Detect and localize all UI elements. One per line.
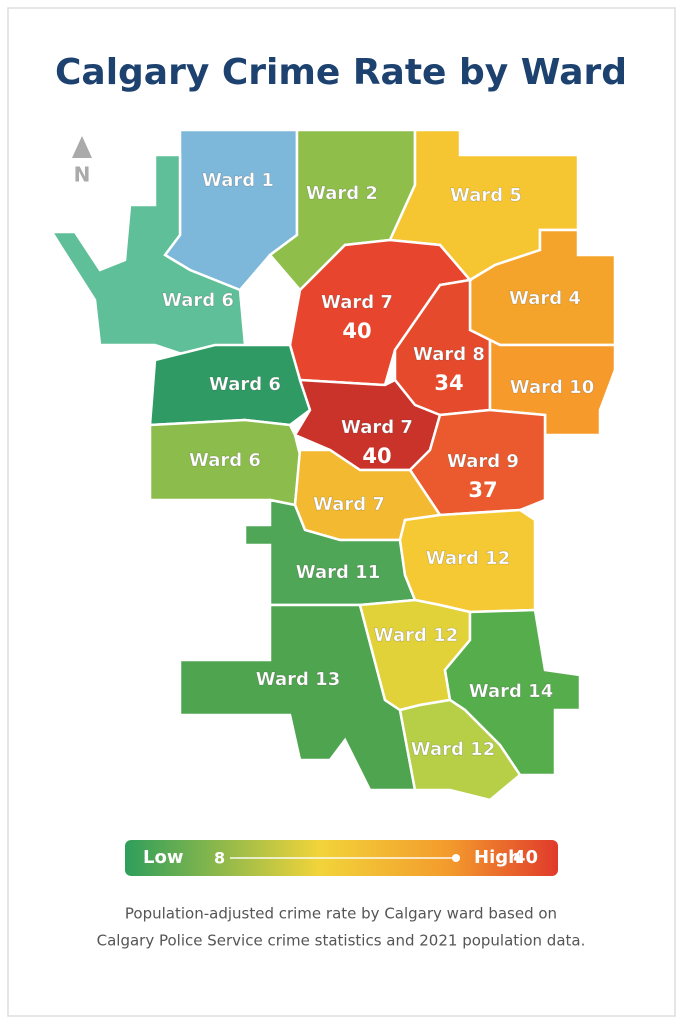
- ward-label: Ward 5: [450, 185, 522, 206]
- ward-label: Ward 6: [162, 290, 234, 311]
- ward-label: Ward 12: [426, 548, 510, 569]
- compass-arrow: [72, 136, 92, 158]
- ward-label: Ward 13: [256, 669, 340, 690]
- ward-value: 40: [342, 319, 371, 343]
- ward-label: Ward 7: [313, 494, 385, 515]
- ward-region: [488, 337, 617, 437]
- ward-value: 34: [434, 371, 463, 395]
- ward-label: Ward 10: [510, 377, 594, 398]
- ward-region: [49, 153, 247, 367]
- ward-label: Ward 11: [296, 562, 380, 583]
- ward-label: Ward 4: [509, 288, 581, 309]
- legend-min: 8: [214, 849, 225, 868]
- ward-region: [398, 698, 522, 802]
- ward-label: Ward 9: [447, 451, 519, 472]
- ward-region: [443, 608, 582, 777]
- ward-label: Ward 6: [189, 450, 261, 471]
- ward-value: 40: [362, 444, 391, 468]
- caption-line: Calgary Police Service crime statistics …: [97, 932, 586, 950]
- ward-label: Ward 7: [341, 417, 413, 438]
- ward-label: Ward 12: [411, 739, 495, 760]
- ward-label: Ward 7: [321, 292, 393, 313]
- caption-line: Population-adjusted crime rate by Calgar…: [125, 905, 557, 923]
- compass-label: N: [74, 163, 91, 187]
- ward-label: Ward 12: [374, 625, 458, 646]
- legend-low: Low: [143, 847, 183, 868]
- ward-label: Ward 2: [306, 183, 378, 204]
- title: Calgary Crime Rate by Ward: [55, 52, 627, 93]
- ward-label: Ward 1: [202, 170, 274, 191]
- ward-value: 37: [468, 478, 497, 502]
- legend-high: High: [474, 847, 521, 868]
- ward-label: Ward 8: [413, 344, 485, 365]
- legend-max: 40: [513, 847, 538, 868]
- ward-label: Ward 6: [209, 374, 281, 395]
- ward-label: Ward 14: [469, 681, 553, 702]
- legend-marker: [452, 854, 460, 862]
